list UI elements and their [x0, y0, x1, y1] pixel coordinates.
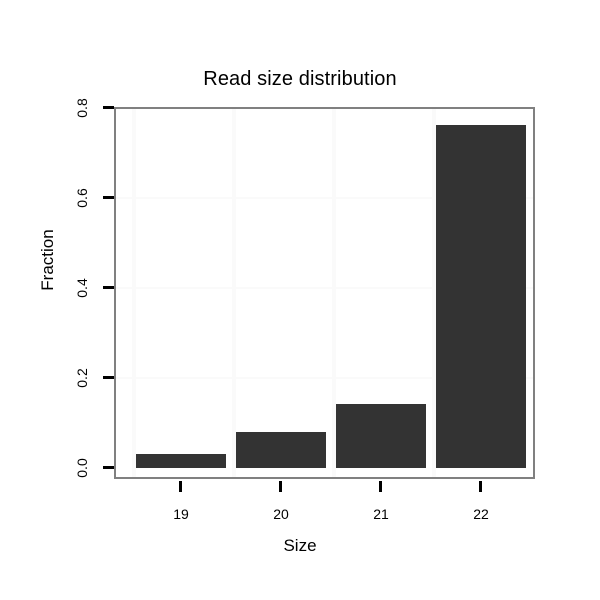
x-axis-tick-label: 22	[473, 506, 489, 522]
chart-title: Read size distribution	[203, 68, 397, 90]
x-axis-tick	[179, 481, 182, 492]
gridline-vertical	[332, 109, 336, 477]
bar-22	[436, 125, 526, 468]
y-axis-tick-label: 0.0	[74, 458, 90, 478]
plot-inner	[116, 109, 533, 477]
bar-19	[136, 454, 226, 468]
y-axis-tick-label: 0.6	[74, 188, 90, 208]
y-axis-tick	[103, 196, 114, 199]
x-axis-tick-label: 21	[373, 506, 389, 522]
gridline-vertical	[132, 109, 136, 477]
plot-panel	[114, 107, 535, 479]
y-axis-tick	[103, 466, 114, 469]
y-axis-tick	[103, 106, 114, 109]
gridline-horizontal	[116, 377, 533, 379]
x-axis-tick-label: 19	[173, 506, 189, 522]
bar-20	[236, 432, 326, 468]
gridline-horizontal	[116, 287, 533, 289]
gridline-vertical	[232, 109, 236, 477]
y-axis-tick-label: 0.2	[74, 368, 90, 388]
y-axis-label: Fraction	[38, 229, 57, 291]
y-axis-tick	[103, 286, 114, 289]
x-axis-tick-label: 20	[273, 506, 289, 522]
gridline-vertical	[432, 109, 436, 477]
x-axis-tick	[279, 481, 282, 492]
gridline-horizontal	[116, 197, 533, 199]
x-axis-label: Size	[283, 536, 317, 555]
x-axis-tick	[379, 481, 382, 492]
bar-21	[336, 404, 426, 468]
y-axis-tick	[103, 376, 114, 379]
y-axis-tick-label: 0.4	[74, 278, 90, 298]
y-axis-tick-label: 0.8	[74, 98, 90, 118]
x-axis-tick	[479, 481, 482, 492]
